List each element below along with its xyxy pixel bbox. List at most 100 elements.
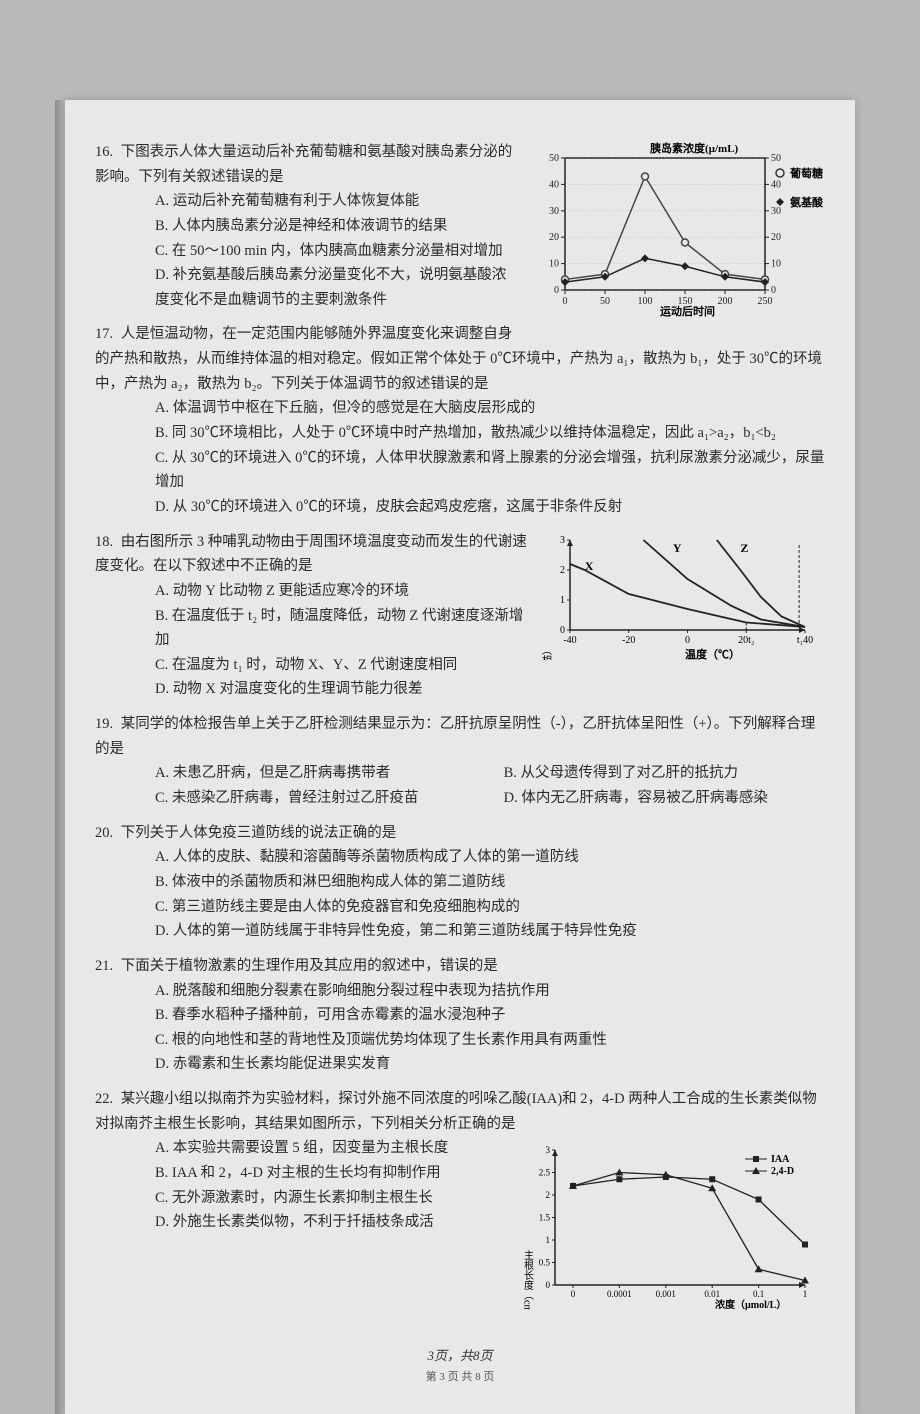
svg-text:0.1: 0.1 <box>753 1289 764 1299</box>
svg-text:50: 50 <box>600 296 610 307</box>
svg-text:0: 0 <box>546 1280 551 1290</box>
q19-optC: C. 未感染乙肝病毒，曾经注射过乙肝疫苗 <box>155 786 470 811</box>
svg-text:30: 30 <box>549 206 559 217</box>
question-17: 17. 人是恒温动物，在一定范围内能够随外界温度变化来调整自身的产热和散热，从而… <box>95 322 825 519</box>
svg-text:250: 250 <box>758 296 773 307</box>
q18-ylabel: （相对值）代谢速度 <box>540 645 552 660</box>
svg-text:0: 0 <box>685 635 690 646</box>
q17-optD: D. 从 30℃的环境进入 0℃的环境，皮肤会起鸡皮疙瘩，这属于非条件反射 <box>155 495 825 520</box>
page-shadow <box>55 100 65 1414</box>
question-21: 21. 下面关于植物激素的生理作用及其应用的叙述中，错误的是 A. 脱落酸和细胞… <box>95 954 825 1077</box>
svg-text:0.5: 0.5 <box>539 1258 551 1268</box>
legend-24d: 2,4-D <box>771 1166 794 1177</box>
svg-text:0: 0 <box>571 1289 576 1299</box>
svg-text:1: 1 <box>560 595 565 606</box>
q18-chart-wrap: -40 -20 0 20t₂ t₁40 0 1 2 3 X Y Z 温度（℃） （相对值）代谢速度 <box>535 530 825 669</box>
svg-text:-20: -20 <box>622 635 635 646</box>
svg-text:0.01: 0.01 <box>704 1289 720 1299</box>
q22-stem: 某兴趣小组以拟南芥为实验材料，探讨外施不同浓度的吲哚乙酸(IAA)和 2，4-D… <box>95 1091 817 1132</box>
q22-xlabel: 浓度（µmol/L） <box>715 1298 786 1310</box>
svg-text:20: 20 <box>549 232 559 243</box>
q18-stem: 由右图所示 3 种哺乳动物由于周围环境温度变动而发生的代谢速度变化。在以下叙述中… <box>95 534 527 575</box>
svg-text:30: 30 <box>771 206 781 217</box>
q20-optA: A. 人体的皮肤、黏膜和溶菌酶等杀菌物质构成了人体的第一道防线 <box>155 845 825 870</box>
q16-stem: 下图表示人体大量运动后补充葡萄糖和氨基酸对胰岛素分泌的影响。下列有关叙述错误的是 <box>95 144 512 185</box>
q20-optD: D. 人体的第一道防线属于非特异性免疫，第二和第三道防线属于特异性免疫 <box>155 919 825 944</box>
svg-text:40: 40 <box>549 179 559 190</box>
q18-xlabel: 温度（℃） <box>685 647 740 660</box>
svg-text:50: 50 <box>549 153 559 164</box>
svg-text:10: 10 <box>549 259 559 270</box>
svg-text:2.5: 2.5 <box>539 1168 551 1178</box>
question-18: -40-20020t₂t₁400123 XYZ 温度（℃） （相对值）代谢速度 … <box>95 530 825 702</box>
q18-optD: D. 动物 X 对温度变化的生理调节能力很差 <box>155 677 825 702</box>
q19-optD: D. 体内无乙肝病毒，容易被乙肝病毒感染 <box>504 786 768 811</box>
question-22: 22. 某兴趣小组以拟南芥为实验材料，探讨外施不同浓度的吲哚乙酸(IAA)和 2… <box>95 1087 825 1327</box>
q21-optA: A. 脱落酸和细胞分裂素在影响细胞分裂过程中表现为拮抗作用 <box>155 979 825 1004</box>
svg-text:X: X <box>585 559 594 573</box>
q17-optA: A. 体温调节中枢在下丘脑，但冷的感觉是在大脑皮层形成的 <box>155 396 825 421</box>
q21-number: 21. <box>95 958 113 974</box>
question-16: 胰岛素浓度(µ/mL) 0501001502002500102030405001… <box>95 140 825 312</box>
page-footer: 3页，共8页 <box>95 1345 825 1364</box>
q16-number: 16. <box>95 144 113 160</box>
svg-text:t₁40: t₁40 <box>797 635 813 646</box>
svg-text:1.5: 1.5 <box>539 1213 551 1223</box>
q19-optB: B. 从父母遗传得到了对乙肝的抵抗力 <box>504 761 738 786</box>
legend-glucose-marker <box>776 169 784 177</box>
q16-chart-wrap: 胰岛素浓度(µ/mL) 0501001502002500102030405001… <box>525 140 825 329</box>
q20-optB: B. 体液中的杀菌物质和淋巴细胞构成人体的第二道防线 <box>155 870 825 895</box>
q19-number: 19. <box>95 716 113 732</box>
q17-optC: C. 从 30℃的环境进入 0℃的环境，人体甲状腺激素和肾上腺素的分泌会增强，抗… <box>155 446 825 495</box>
q17-stem: 人是恒温动物，在一定范围内能够随外界温度变化来调整自身的产热和散热，从而维持体温… <box>95 326 822 391</box>
q21-stem: 下面关于植物激素的生理作用及其应用的叙述中，错误的是 <box>121 958 498 974</box>
question-20: 20. 下列关于人体免疫三道防线的说法正确的是 A. 人体的皮肤、黏膜和溶菌酶等… <box>95 821 825 944</box>
q16-xlabel: 运动后时间 <box>660 304 715 318</box>
svg-text:10: 10 <box>771 259 781 270</box>
q20-number: 20. <box>95 825 113 841</box>
svg-text:40: 40 <box>771 179 781 190</box>
page-footer-2: 第 3 页 共 8 页 <box>95 1368 825 1384</box>
svg-text:0: 0 <box>560 625 565 636</box>
q21-optB: B. 春季水稻种子播种前，可用含赤霉素的温水浸泡种子 <box>155 1003 825 1028</box>
q20-optC: C. 第三道防线主要是由人体的免疫器官和免疫细胞构成的 <box>155 895 825 920</box>
question-19: 19. 某同学的体检报告单上关于乙肝检测结果显示为：乙肝抗原呈阴性（-），乙肝抗… <box>95 712 825 811</box>
svg-text:0: 0 <box>563 296 568 307</box>
q21-optD: D. 赤霉素和生长素均能促进果实发育 <box>155 1052 825 1077</box>
legend-iaa: IAA <box>771 1154 790 1165</box>
svg-text:2: 2 <box>546 1190 551 1200</box>
q17-optB: B. 同 30℃环境相比，人处于 0℃环境中时产热增加，散热减少以维持体温稳定，… <box>155 421 825 446</box>
q18-number: 18. <box>95 534 113 550</box>
q22-number: 22. <box>95 1091 113 1107</box>
svg-text:20t₂: 20t₂ <box>738 635 754 646</box>
q16-chart: 胰岛素浓度(µ/mL) 0501001502002500102030405001… <box>525 140 825 320</box>
svg-text:0.001: 0.001 <box>656 1289 676 1299</box>
svg-text:0.0001: 0.0001 <box>607 1289 632 1299</box>
q22-chart-wrap: 0 0.0001 0.001 0.01 0.1 1 0 0.5 1 1.5 2 2.5 3 主根长度（c… <box>515 1140 825 1319</box>
svg-text:200: 200 <box>718 296 733 307</box>
exam-page: 胰岛素浓度(µ/mL) 0501001502002500102030405001… <box>65 100 855 1414</box>
legend-amino-marker <box>776 198 784 206</box>
svg-text:Z: Z <box>740 541 748 555</box>
svg-text:100: 100 <box>638 296 653 307</box>
svg-text:0: 0 <box>771 285 776 296</box>
svg-text:-40: -40 <box>563 635 576 646</box>
q21-optC: C. 根的向地性和茎的背地性及顶端优势均体现了生长素作用具有两重性 <box>155 1028 825 1053</box>
q17-number: 17. <box>95 326 113 342</box>
q20-stem: 下列关于人体免疫三道防线的说法正确的是 <box>121 825 397 841</box>
legend-amino: 氨基酸 <box>790 195 824 209</box>
svg-text:2: 2 <box>560 565 565 576</box>
svg-text:3: 3 <box>560 535 565 546</box>
q22-chart: 0 0.0001 0.001 0.01 0.1 1 0 0.5 1 1.5 2 2.5 3 主根长度（c… <box>515 1140 825 1310</box>
q18-chart: -40 -20 0 20t₂ t₁40 0 1 2 3 X Y Z 温度（℃） （相对值）代谢速度 <box>535 530 825 660</box>
q19-stem: 某同学的体检报告单上关于乙肝检测结果显示为：乙肝抗原呈阴性（-），乙肝抗体呈阳性… <box>95 716 815 757</box>
q19-optA: A. 未患乙肝病，但是乙肝病毒携带者 <box>155 761 470 786</box>
legend-glucose: 葡萄糖 <box>789 166 823 180</box>
svg-text:20: 20 <box>771 232 781 243</box>
svg-text:3: 3 <box>546 1145 551 1155</box>
svg-text:1: 1 <box>803 1289 808 1299</box>
q22-ylabel: 主根长度（cm） <box>522 1250 534 1310</box>
svg-text:0: 0 <box>554 285 559 296</box>
svg-text:Y: Y <box>673 541 682 555</box>
svg-text:1: 1 <box>546 1235 551 1245</box>
